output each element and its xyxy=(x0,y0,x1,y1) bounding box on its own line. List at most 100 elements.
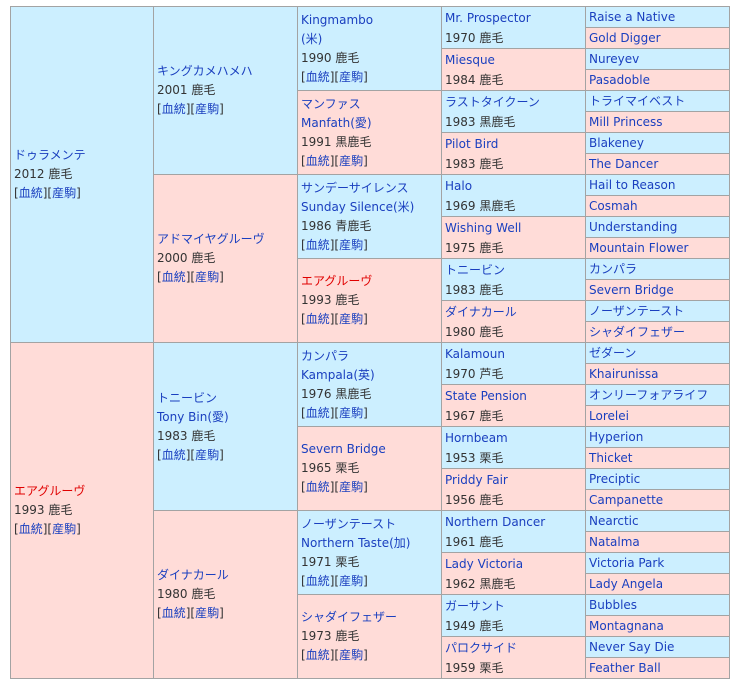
horse-name-link[interactable]: Blakeney xyxy=(589,135,644,150)
horse-name-link[interactable]: Raise a Native xyxy=(589,9,676,24)
horse-name-link[interactable]: エアグルーヴ xyxy=(14,484,86,498)
progeny-link[interactable]: 産駒 xyxy=(339,69,364,84)
horse-name-link[interactable]: エアグルーヴ xyxy=(301,274,373,288)
ancestor-name-line: Hyperion xyxy=(589,428,726,447)
pedigree-link[interactable]: 血統 xyxy=(18,522,43,536)
ancestor-cell-gen3-sire: カンパラ Kampala(英) 1976 黒鹿毛 [血統][産駒] xyxy=(297,342,442,427)
horse-name-link[interactable]: Lady Angela xyxy=(589,576,664,591)
progeny-link[interactable]: 産駒 xyxy=(195,270,220,284)
horse-name-link[interactable]: Lorelei xyxy=(589,408,629,423)
horse-alt-name-link[interactable]: Tony Bin(愛) xyxy=(157,409,229,424)
pedigree-link[interactable]: 血統 xyxy=(305,237,330,252)
birth-year-coat: 1973 鹿毛 xyxy=(301,629,360,643)
horse-name-link[interactable]: Campanette xyxy=(589,492,664,507)
horse-name-link[interactable]: マンファス xyxy=(301,96,361,111)
horse-name-link[interactable]: ドゥラメンテ xyxy=(14,148,86,162)
horse-name-link[interactable]: シャダイフェザー xyxy=(301,610,398,624)
progeny-link[interactable]: 産駒 xyxy=(195,102,220,116)
horse-name-link[interactable]: Pasadoble xyxy=(589,72,650,87)
pedigree-link[interactable]: 血統 xyxy=(305,69,330,84)
pedigree-link[interactable]: 血統 xyxy=(305,648,330,662)
horse-name-link[interactable]: ダイナカール xyxy=(157,568,229,582)
horse-name-link[interactable]: パロクサイド xyxy=(445,640,518,655)
horse-name-link[interactable]: Montagnana xyxy=(589,618,664,633)
pedigree-link[interactable]: 血統 xyxy=(305,153,330,168)
progeny-link[interactable]: 産駒 xyxy=(339,153,364,168)
horse-name-link[interactable]: トニービン xyxy=(157,390,218,405)
horse-name-link[interactable]: ノーザンテースト xyxy=(589,303,685,318)
horse-name-link[interactable]: アドマイヤグルーヴ xyxy=(157,232,265,246)
progeny-link[interactable]: 産駒 xyxy=(339,573,364,588)
horse-name-link[interactable]: ゼダーン xyxy=(589,345,637,360)
horse-name-link[interactable]: ノーザンテースト xyxy=(301,516,397,531)
horse-name-link[interactable]: Cosmah xyxy=(589,198,638,213)
horse-name-link[interactable]: オンリーフォアライフ xyxy=(589,387,709,402)
horse-name-link[interactable]: キングカメハメハ xyxy=(157,64,253,78)
horse-name-link[interactable]: トニービン xyxy=(445,262,506,277)
horse-name-link[interactable]: Mr. Prospector xyxy=(445,10,531,25)
horse-name-link[interactable]: Hornbeam xyxy=(445,430,508,445)
horse-name-link[interactable]: Khairunissa xyxy=(589,366,659,381)
horse-name-link[interactable]: Lady Victoria xyxy=(445,556,524,571)
horse-name-link[interactable]: Preciptic xyxy=(589,471,641,486)
horse-name-link[interactable]: Nearctic xyxy=(589,513,639,528)
pedigree-link[interactable]: 血統 xyxy=(18,186,43,200)
horse-name-link[interactable]: Gold Digger xyxy=(589,30,661,45)
horse-name-link[interactable]: Understanding xyxy=(589,219,678,234)
horse-name-link[interactable]: Natalma xyxy=(589,534,640,549)
horse-name-link[interactable]: Pilot Bird xyxy=(445,136,499,151)
progeny-link[interactable]: 産駒 xyxy=(339,648,364,662)
horse-name-link[interactable]: Halo xyxy=(445,178,473,193)
horse-name-link[interactable]: Kingmambo xyxy=(301,12,374,27)
horse-name-link[interactable]: ダイナカール xyxy=(445,304,517,319)
horse-alt-name-link[interactable]: Sunday Silence(米) xyxy=(301,199,415,214)
horse-name-link[interactable]: トライマイベスト xyxy=(589,93,686,108)
horse-name-link[interactable]: Severn Bridge xyxy=(301,442,386,456)
pedigree-link[interactable]: 血統 xyxy=(305,573,330,588)
pedigree-link[interactable]: 血統 xyxy=(161,102,186,116)
horse-name-link[interactable]: Hail to Reason xyxy=(589,177,676,192)
progeny-link[interactable]: 産駒 xyxy=(339,312,364,326)
pedigree-link[interactable]: 血統 xyxy=(161,606,186,620)
pedigree-link[interactable]: 血統 xyxy=(305,312,330,326)
horse-name-link[interactable]: Bubbles xyxy=(589,597,638,612)
horse-name-link[interactable]: Priddy Fair xyxy=(445,472,508,487)
horse-name-link[interactable]: Victoria Park xyxy=(589,555,665,570)
progeny-link[interactable]: 産駒 xyxy=(52,186,77,200)
horse-name-link[interactable]: Nureyev xyxy=(589,51,640,66)
horse-name-link[interactable]: ラストタイクーン xyxy=(445,94,540,109)
horse-name-link[interactable]: State Pension xyxy=(445,388,527,403)
horse-name-link[interactable]: Thicket xyxy=(589,450,633,465)
progeny-link[interactable]: 産駒 xyxy=(339,237,364,252)
horse-name-link[interactable]: Feather Ball xyxy=(589,660,661,675)
horse-name-link[interactable]: シャダイフェザー xyxy=(589,324,686,339)
horse-alt-name-link[interactable]: (米) xyxy=(301,31,323,46)
progeny-link[interactable]: 産駒 xyxy=(195,606,220,620)
horse-name-link[interactable]: Wishing Well xyxy=(445,220,522,235)
horse-name-link[interactable]: Severn Bridge xyxy=(589,282,674,297)
pedigree-link[interactable]: 血統 xyxy=(161,447,186,462)
horse-alt-name-link[interactable]: Northern Taste(加) xyxy=(301,535,411,550)
horse-name-link[interactable]: ガーサント xyxy=(445,598,505,613)
pedigree-link[interactable]: 血統 xyxy=(305,405,330,420)
horse-name-link[interactable]: Mountain Flower xyxy=(589,240,689,255)
horse-name-link[interactable]: サンデーサイレンス xyxy=(301,180,409,195)
horse-name-link[interactable]: Never Say Die xyxy=(589,639,675,654)
horse-alt-name-link[interactable]: Kampala(英) xyxy=(301,367,375,382)
horse-name-link[interactable]: カンパラ xyxy=(301,348,350,363)
horse-name-link[interactable]: Northern Dancer xyxy=(445,514,546,529)
horse-name-link[interactable]: Mill Princess xyxy=(589,114,663,129)
progeny-link[interactable]: 産駒 xyxy=(52,522,77,536)
ancestor-cell-gen3-dam: シャダイフェザー 1973 鹿毛 [血統][産駒] xyxy=(297,594,442,679)
horse-name-link[interactable]: Miesque xyxy=(445,52,495,67)
pedigree-link[interactable]: 血統 xyxy=(305,480,330,494)
horse-name-link[interactable]: Kalamoun xyxy=(445,346,505,361)
horse-name-link[interactable]: カンパラ xyxy=(589,261,638,276)
horse-name-link[interactable]: Hyperion xyxy=(589,429,644,444)
horse-alt-name-link[interactable]: Manfath(愛) xyxy=(301,115,372,130)
progeny-link[interactable]: 産駒 xyxy=(339,405,364,420)
horse-name-link[interactable]: The Dancer xyxy=(589,156,659,171)
pedigree-link[interactable]: 血統 xyxy=(161,270,186,284)
progeny-link[interactable]: 産駒 xyxy=(195,447,220,462)
progeny-link[interactable]: 産駒 xyxy=(339,480,364,494)
